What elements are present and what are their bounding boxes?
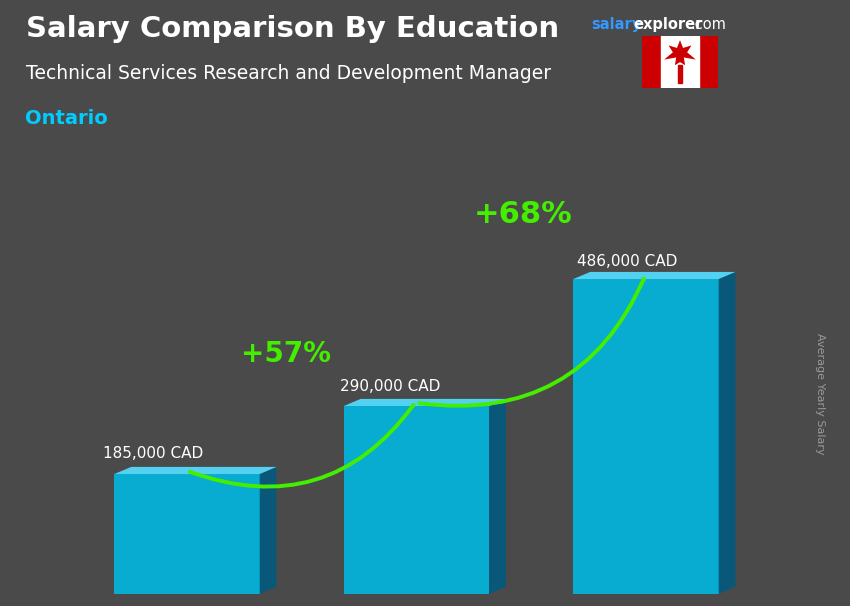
Polygon shape	[114, 474, 260, 594]
Text: salary: salary	[591, 17, 641, 32]
Text: Average Yearly Salary: Average Yearly Salary	[815, 333, 825, 454]
Text: Salary Comparison By Education: Salary Comparison By Education	[26, 15, 558, 43]
Polygon shape	[114, 467, 276, 474]
Text: explorer: explorer	[633, 17, 703, 32]
Polygon shape	[260, 467, 276, 594]
Polygon shape	[573, 279, 719, 594]
Polygon shape	[719, 272, 735, 594]
Polygon shape	[343, 399, 506, 406]
Text: +57%: +57%	[241, 340, 332, 368]
Polygon shape	[573, 272, 735, 279]
Polygon shape	[343, 406, 489, 594]
Polygon shape	[664, 40, 696, 65]
Bar	[661, 36, 699, 88]
Bar	[699, 36, 718, 88]
Polygon shape	[489, 399, 506, 594]
Text: .com: .com	[690, 17, 726, 32]
Text: Technical Services Research and Development Manager: Technical Services Research and Developm…	[26, 64, 551, 82]
Text: +68%: +68%	[474, 200, 573, 229]
Text: Ontario: Ontario	[26, 109, 108, 128]
Text: 185,000 CAD: 185,000 CAD	[103, 446, 203, 461]
Bar	[678, 65, 682, 83]
Bar	[642, 36, 661, 88]
Text: 486,000 CAD: 486,000 CAD	[577, 254, 677, 268]
Text: 290,000 CAD: 290,000 CAD	[340, 379, 440, 395]
